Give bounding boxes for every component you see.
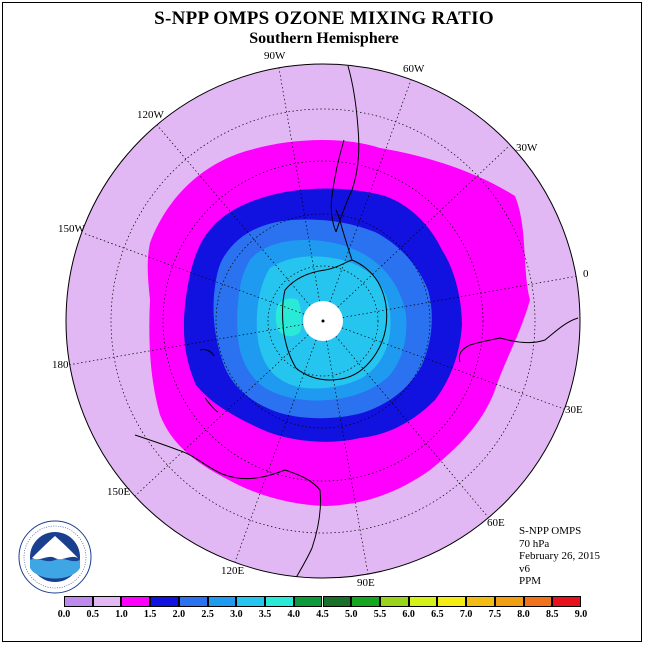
lon-label-90e: 90E (357, 577, 375, 589)
colorbar-swatch (207, 596, 237, 607)
colorbar-tick-label: 7.0 (459, 609, 473, 620)
lon-label-60w: 60W (403, 63, 425, 75)
new-zealand-coastline (199, 349, 219, 413)
colorbar-tick-label: 2.5 (201, 609, 214, 620)
colorbar-tick-label: 2.0 (172, 609, 186, 620)
map-disc-border (65, 63, 581, 579)
latitude-circles (110, 108, 536, 534)
colorbar-tick-label: 3.5 (258, 609, 272, 620)
colorbar-tick-label: 8.5 (546, 609, 559, 620)
lon-label-150e: 150E (107, 486, 131, 498)
colorbar-tick-label: 4.0 (287, 609, 301, 620)
lon-label-0: 0 (583, 268, 589, 280)
africa-coastline (458, 317, 579, 363)
colorbar-tick-label: 6.0 (402, 609, 415, 620)
unit-label: PPM (519, 575, 542, 587)
colorbar-swatch (351, 596, 380, 607)
ozone-band-3-5 (275, 298, 302, 337)
colorbar-tick-label: 6.5 (431, 609, 444, 620)
colorbar-swatch (293, 596, 323, 607)
colorbar-swatch (437, 596, 467, 607)
colorbar-tick-label: 4.5 (316, 609, 329, 620)
colorbar-tick-label: 0.5 (86, 609, 99, 620)
plot-frame (2, 2, 642, 642)
colorbar-swatch (150, 596, 179, 607)
colorbar-swatch (92, 596, 122, 607)
antarctic-peninsula (335, 209, 353, 261)
colorbar-tick-label: 1.0 (115, 609, 128, 620)
colorbar-swatch (523, 596, 553, 607)
product-info: S-NPP OMPS 70 hPa February 26, 2015 v6 P… (519, 525, 600, 588)
instrument-label: S-NPP OMPS (519, 525, 582, 537)
colorbar-swatch (552, 596, 581, 607)
lon-label-90w: 90W (264, 50, 286, 62)
colorbar-swatch (466, 596, 495, 607)
colorbar-swatch (494, 596, 524, 607)
colorbar-swatch (379, 596, 409, 607)
lon-label-180: 180 (52, 359, 69, 371)
australia-coastline (134, 434, 321, 578)
colorbar-tick-label: 5.5 (373, 609, 387, 620)
lon-label-30e: 30E (565, 404, 583, 416)
colorbar-swatch (64, 596, 93, 607)
colorbar-tick-label: 8.0 (517, 609, 530, 620)
lon-label-120e: 120E (221, 565, 245, 577)
lon-label-150w: 150W (58, 223, 85, 235)
longitude-meridians (67, 67, 579, 575)
colorbar-swatch (178, 596, 208, 607)
colorbar-tick-label: 7.5 (488, 609, 502, 620)
observation-date: February 26, 2015 (519, 550, 600, 562)
map-subtitle: Southern Hemisphere (249, 30, 399, 47)
colorbar-tick-label: 1.5 (143, 609, 157, 620)
colorbar-tick-label: 3.0 (230, 609, 243, 620)
noaa-logo-icon: NOAA (18, 520, 92, 594)
colorbar-swatch (121, 596, 151, 607)
south-america-coastline (330, 65, 360, 233)
lon-label-30w: 30W (516, 142, 538, 154)
lon-label-60e: 60E (487, 517, 505, 529)
colorbar-swatch (408, 596, 438, 607)
colorbar-swatch (322, 596, 352, 607)
colorbar-tick-label: 0.0 (57, 609, 71, 620)
antarctica-coastline (282, 259, 388, 381)
svg-text:NOAA: NOAA (42, 546, 69, 556)
colorbar-tick-label: 9.0 (574, 609, 588, 620)
map-title: S-NPP OMPS OZONE MIXING RATIO (154, 8, 494, 29)
colorbar-swatch (265, 596, 294, 607)
pressure-level: 70 hPa (519, 537, 550, 550)
south-pole-dot (321, 319, 325, 323)
lon-label-120w: 120W (137, 109, 164, 121)
colorbar-tick-label: 5.0 (344, 609, 358, 620)
colorbar-swatch (236, 596, 266, 607)
data-version: v6 (519, 562, 530, 575)
